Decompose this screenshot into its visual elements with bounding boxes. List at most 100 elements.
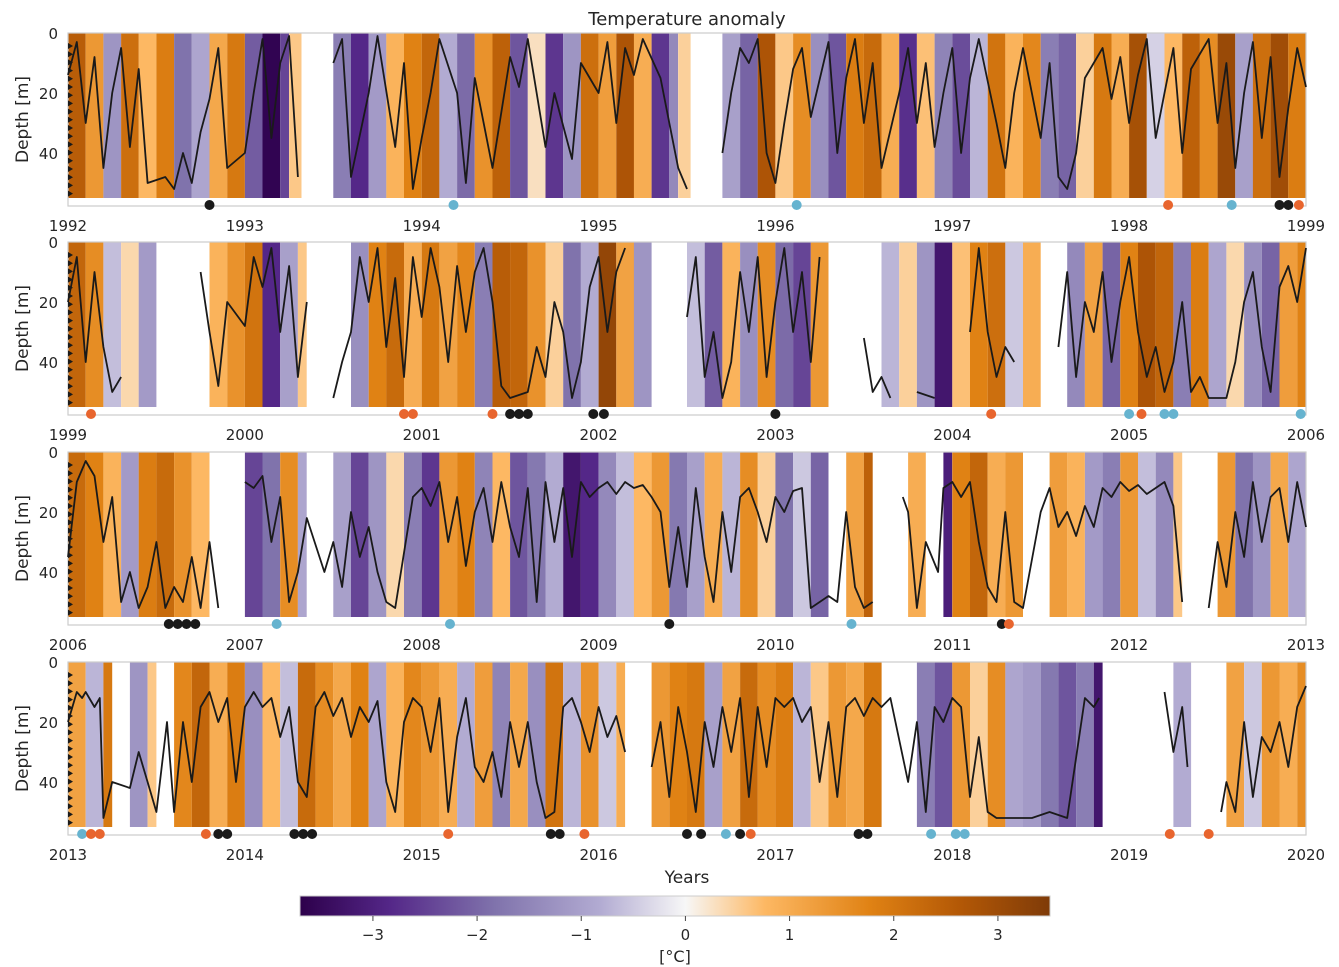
- event-marker-warm: [399, 409, 409, 419]
- x-tick-label: 1996: [756, 217, 794, 235]
- x-tick-label: 1992: [49, 217, 87, 235]
- heat-cell: [439, 242, 458, 407]
- y-tick-label: 20: [39, 294, 58, 312]
- heat-cell: [510, 662, 528, 827]
- event-marker-neutral: [770, 409, 781, 419]
- heat-cell: [1084, 452, 1103, 617]
- heat-cell: [103, 452, 122, 617]
- heat-cell: [881, 33, 900, 198]
- heat-cell: [616, 33, 634, 198]
- x-tick-label: 2010: [756, 636, 794, 654]
- heat-cell: [899, 33, 917, 198]
- x-tick-label: 2012: [1110, 636, 1148, 654]
- depth-line: [67, 460, 220, 609]
- heat-cell: [68, 662, 86, 827]
- heat-cell: [810, 242, 829, 407]
- sensor-triangle: [68, 819, 73, 826]
- sensor-triangle: [68, 301, 73, 308]
- heat-cell: [244, 452, 263, 617]
- sensor-triangle: [68, 317, 73, 324]
- event-marker-neutral: [190, 619, 201, 629]
- heat-cell: [810, 662, 829, 827]
- event-marker-neutral: [1283, 200, 1294, 210]
- heat-cell: [545, 33, 564, 198]
- heat-cell: [1288, 452, 1306, 617]
- heat-cell: [934, 662, 953, 827]
- heat-cell: [1093, 662, 1103, 827]
- heat-cell: [1270, 452, 1289, 617]
- heat-cell: [722, 242, 741, 407]
- depth-line: [67, 35, 299, 190]
- sensor-triangle: [68, 585, 73, 591]
- sensor-triangle: [68, 544, 73, 550]
- y-tick-label: 40: [39, 774, 58, 792]
- event-marker-warm: [1203, 829, 1214, 839]
- sensor-triangle: [68, 149, 73, 156]
- depth-line: [916, 391, 935, 399]
- heat-cell: [138, 33, 157, 198]
- heat-cell: [1155, 452, 1174, 617]
- heat-cell: [545, 452, 564, 617]
- heat-cell: [757, 662, 776, 827]
- heat-cell: [262, 33, 281, 198]
- y-tick-label: 40: [39, 354, 58, 372]
- event-marker-warm: [407, 409, 418, 419]
- heat-cell: [1226, 242, 1245, 407]
- heat-cell: [351, 452, 369, 617]
- heat-cell: [510, 452, 528, 617]
- heat-cell: [616, 242, 634, 407]
- event-marker-neutral: [588, 409, 599, 419]
- event-marker-neutral: [298, 829, 309, 839]
- y-tick-label: 0: [48, 654, 58, 672]
- event-marker-neutral: [204, 200, 215, 210]
- y-axis-label: Depth [m]: [13, 705, 33, 792]
- colorbar-tick-label: −1: [570, 926, 592, 944]
- x-tick-label: 2019: [1110, 846, 1148, 864]
- event-marker-neutral: [514, 409, 524, 419]
- sensor-triangle: [68, 680, 73, 687]
- sensor-triangle: [68, 593, 73, 600]
- heat-cell: [1102, 242, 1121, 407]
- heat-cell: [191, 662, 210, 827]
- event-marker-neutral: [307, 829, 318, 839]
- heat-cell: [227, 242, 245, 407]
- heat-cell: [227, 662, 245, 827]
- heat-cell: [121, 452, 139, 617]
- heat-cell: [545, 242, 564, 407]
- heat-cell: [457, 242, 475, 407]
- event-marker-neutral: [545, 829, 556, 839]
- colorbar-tick-label: 2: [889, 926, 899, 944]
- heat-cell: [669, 452, 687, 617]
- heat-cell: [1244, 662, 1262, 827]
- heat-cell: [1005, 662, 1023, 827]
- heat-cell: [775, 33, 794, 198]
- heat-cell: [439, 662, 458, 827]
- sensor-triangle: [68, 462, 73, 468]
- sensor-triangle: [68, 519, 73, 526]
- heat-cell: [793, 662, 811, 827]
- depth-line: [67, 256, 122, 393]
- heat-cell: [1217, 452, 1236, 617]
- event-marker-cold: [959, 829, 970, 839]
- panel-3: 0 20 40 Depth [m] 2006 2007 2008 2009 2010 2011 20…: [13, 444, 1325, 654]
- heat-cell: [527, 33, 546, 198]
- panels-group: 0 20 40 Depth [m] 1992 1993 1994 1995 1996 1997 19…: [13, 25, 1325, 864]
- event-marker-warm: [86, 829, 96, 839]
- heat-cell: [916, 242, 935, 407]
- heat-cell: [651, 662, 670, 827]
- sensor-triangle: [68, 704, 73, 711]
- heat-cell: [1226, 662, 1245, 827]
- panel-1: 0 20 40 Depth [m] 1992 1993 1994 1995 1996 1997 19…: [13, 25, 1325, 235]
- sensor-triangle: [68, 133, 73, 140]
- heat-cell: [1067, 242, 1085, 407]
- heat-cell: [421, 242, 440, 407]
- heat-cell: [262, 242, 281, 407]
- colorbar-gradient: [299, 895, 1051, 917]
- sensor-triangle: [68, 552, 73, 559]
- heat-cell: [227, 33, 245, 198]
- heat-cell: [262, 662, 281, 827]
- depth-line: [721, 38, 1307, 190]
- x-tick-label: 2002: [579, 426, 617, 444]
- heat-cell: [244, 242, 263, 407]
